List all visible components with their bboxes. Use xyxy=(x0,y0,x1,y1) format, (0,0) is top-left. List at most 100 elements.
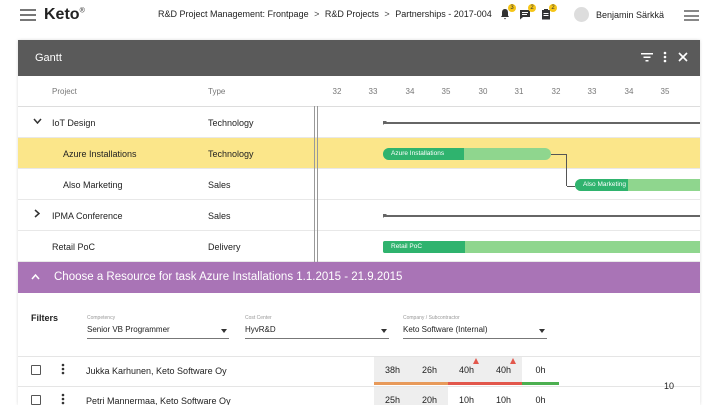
more-vert-icon[interactable] xyxy=(60,363,66,378)
company-select[interactable]: Company / Subcontractor Keto Software (I… xyxy=(403,315,547,339)
column-header-project[interactable]: Project xyxy=(52,87,77,96)
hours-cell: 40h xyxy=(448,357,485,385)
collapse-chevron-icon[interactable] xyxy=(31,271,40,283)
week-label: 35 xyxy=(660,87,670,96)
task-bar-label: Azure Installations xyxy=(391,150,445,157)
competency-select[interactable]: Competency Senior VB Programmer xyxy=(87,315,229,339)
main-menu-icon[interactable] xyxy=(20,9,36,21)
week-label: 34 xyxy=(405,87,415,96)
gantt-row-also-marketing[interactable]: Also Marketing Sales xyxy=(18,169,700,200)
load-indicator xyxy=(448,382,485,385)
task-bar-retail-poc[interactable]: Retail PoC xyxy=(383,241,700,253)
keto-logo[interactable]: Keto® xyxy=(44,6,85,23)
column-header-type[interactable]: Type xyxy=(208,87,226,96)
load-indicator xyxy=(485,382,522,385)
resource-row[interactable]: Jukka Karhunen, Keto Software Oy 38h 26h… xyxy=(18,356,700,386)
gantt-row-ipma-conference[interactable]: IPMA Conference Sales xyxy=(18,200,700,231)
user-name[interactable]: Benjamin Särkkä xyxy=(596,10,665,20)
gantt-title: Gantt xyxy=(35,52,62,64)
project-name: IoT Design xyxy=(52,118,96,128)
resource-name: Jukka Karhunen, Keto Software Oy xyxy=(86,366,227,376)
week-label: 32 xyxy=(332,87,342,96)
dependency-connector xyxy=(567,186,575,187)
expand-chevron-icon[interactable] xyxy=(32,116,42,127)
gantt-row-retail-poc[interactable]: Retail PoC Delivery xyxy=(18,231,700,262)
week-label: 33 xyxy=(587,87,597,96)
collapse-chevron-icon[interactable] xyxy=(32,209,42,221)
task-bar-label: Also Marketing xyxy=(583,181,626,188)
bell-icon[interactable]: 3 xyxy=(498,4,516,22)
filter-icon[interactable] xyxy=(640,51,654,65)
app-menu-icon[interactable] xyxy=(684,10,699,21)
company-caption: Company / Subcontractor xyxy=(403,315,460,321)
hours-cell: 20h xyxy=(411,387,448,405)
project-name: IPMA Conference xyxy=(52,211,123,221)
chat-icon[interactable]: 2 xyxy=(518,4,536,22)
close-icon[interactable] xyxy=(676,51,690,65)
hours-cell: 0h xyxy=(522,357,559,385)
task-name: Azure Installations xyxy=(63,149,137,159)
filters-label: Filters xyxy=(31,313,59,323)
project-name: Retail PoC xyxy=(52,242,96,252)
task-type: Sales xyxy=(208,180,231,190)
project-type: Delivery xyxy=(208,242,241,252)
task-bar-progress xyxy=(383,148,464,160)
load-indicator xyxy=(411,382,448,385)
cost-center-caption: Cost Center xyxy=(245,315,272,321)
avatar[interactable] xyxy=(574,7,589,22)
resource-chooser-header: Choose a Resource for task Azure Install… xyxy=(18,262,700,293)
resource-row[interactable]: Petri Mannermaa, Keto Software Oy 25h 20… xyxy=(18,386,700,405)
resource-checkbox[interactable] xyxy=(31,365,41,375)
hours-cell: 0h xyxy=(535,395,546,405)
gantt-panel: Gantt Project Type 32 33 34 35 30 31 32 … xyxy=(18,40,700,405)
week-label: 35 xyxy=(441,87,451,96)
summary-bar-ipma-conference[interactable] xyxy=(383,214,700,218)
week-label: 30 xyxy=(478,87,488,96)
summary-bar-iot-design[interactable] xyxy=(383,121,700,125)
cost-center-select[interactable]: Cost Center HyvR&D xyxy=(245,315,389,339)
more-vert-icon[interactable] xyxy=(60,393,66,405)
more-vert-icon[interactable] xyxy=(658,51,672,65)
week-label: 32 xyxy=(551,87,561,96)
warning-icon xyxy=(510,358,516,364)
load-indicator xyxy=(522,382,559,385)
task-bar-azure-installations[interactable]: Azure Installations xyxy=(383,148,551,160)
warning-icon xyxy=(473,358,479,364)
gantt-header: Gantt xyxy=(18,40,700,76)
week-label: 33 xyxy=(368,87,378,96)
week-label: 31 xyxy=(514,87,524,96)
resource-chooser-title: Choose a Resource for task Azure Install… xyxy=(54,271,403,283)
breadcrumb-frontpage[interactable]: R&D Project Management: Frontpage xyxy=(158,9,309,19)
chevron-down-icon xyxy=(381,329,387,333)
hours-cell: 10h xyxy=(495,395,512,405)
task-bar-progress xyxy=(383,241,466,253)
load-indicator xyxy=(374,382,411,385)
clipboard-icon[interactable]: 2 xyxy=(539,4,557,22)
hours-cell: 40h xyxy=(485,357,522,385)
hours-cell: 10h xyxy=(458,395,475,405)
notification-badge: 3 xyxy=(508,4,516,12)
message-badge: 2 xyxy=(528,4,536,12)
breadcrumb: R&D Project Management: Frontpage > R&D … xyxy=(158,9,495,19)
top-app-bar: Keto® R&D Project Management: Frontpage … xyxy=(0,0,720,30)
task-bar-also-marketing[interactable]: Also Marketing xyxy=(575,179,700,191)
breadcrumb-separator: > xyxy=(384,9,390,19)
page-number: 10 xyxy=(664,381,675,391)
dependency-connector xyxy=(551,154,567,186)
pane-splitter[interactable] xyxy=(314,106,318,262)
project-type: Sales xyxy=(208,211,231,221)
resource-checkbox[interactable] xyxy=(31,395,41,405)
chevron-down-icon xyxy=(539,329,545,333)
hours-cell: 38h xyxy=(374,357,411,385)
competency-value: Senior VB Programmer xyxy=(87,325,170,334)
task-badge: 2 xyxy=(549,4,557,12)
gantt-row-iot-design[interactable]: IoT Design Technology xyxy=(18,107,700,138)
gantt-row-azure-installations[interactable]: Azure Installations Technology xyxy=(18,138,700,169)
breadcrumb-rd-projects[interactable]: R&D Projects xyxy=(324,9,379,19)
chevron-down-icon xyxy=(221,329,227,333)
cost-center-value: HyvR&D xyxy=(245,325,276,334)
header-divider xyxy=(18,106,700,107)
task-type: Technology xyxy=(208,149,254,159)
breadcrumb-current-project: Partnerships - 2017-004 xyxy=(395,9,492,19)
task-bar-label: Retail PoC xyxy=(391,243,423,250)
